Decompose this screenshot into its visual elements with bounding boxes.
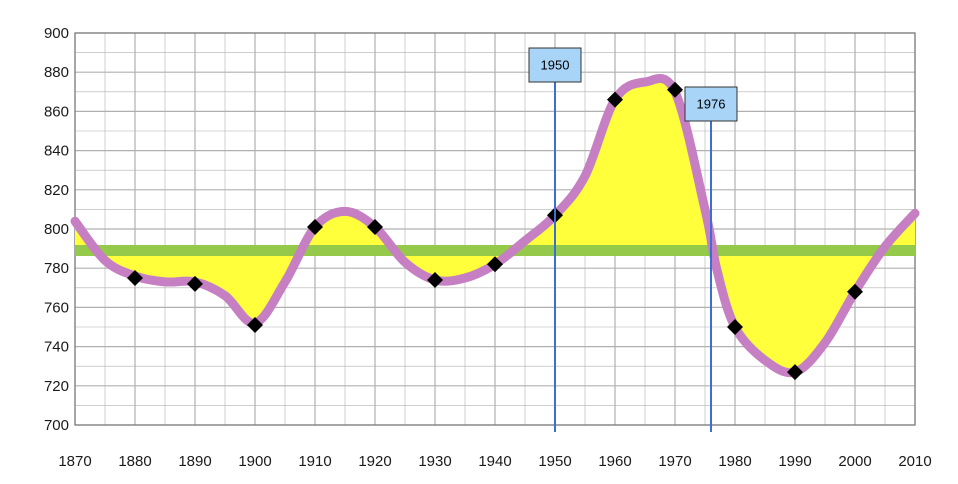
y-tick-label: 880 [44, 64, 69, 81]
x-tick-label: 1930 [418, 453, 451, 470]
y-tick-label: 860 [44, 103, 69, 120]
data-point-1920 [367, 219, 383, 235]
x-tick-label: 1890 [178, 453, 211, 470]
x-tick-label: 1910 [298, 453, 331, 470]
axis-labels: 700 720 740 760 780 800 820 840 860 880 900 1870 188… [44, 25, 932, 470]
x-tick-label: 2010 [898, 453, 931, 470]
x-tick-label: 1900 [238, 453, 271, 470]
y-tick-label: 820 [44, 182, 69, 199]
x-tick-label: 1990 [778, 453, 811, 470]
x-tick-label: 2000 [838, 453, 871, 470]
data-point-1890 [187, 275, 203, 292]
y-tick-label: 800 [44, 221, 69, 238]
data-point-2000 [847, 283, 863, 300]
data-point-1930 [427, 272, 443, 288]
y-tick-label: 740 [44, 339, 69, 356]
data-point-1910 [307, 219, 323, 235]
data-point-1900 [247, 317, 263, 333]
x-tick-label: 1970 [658, 453, 691, 470]
x-tick-label: 1920 [358, 453, 391, 470]
data-point-1880 [127, 270, 143, 286]
y-tick-label: 840 [44, 143, 69, 160]
data-point-1980 [727, 319, 743, 335]
data-point-1940 [487, 256, 503, 273]
y-tick-label: 720 [44, 378, 69, 395]
y-tick-label: 900 [44, 25, 69, 42]
data-point-1990 [787, 364, 803, 381]
data-markers [127, 81, 863, 381]
x-tick-label: 1950 [538, 453, 571, 470]
data-point-1960 [607, 91, 623, 108]
x-tick-label: 1940 [478, 453, 511, 470]
x-tick-label: 1960 [598, 453, 631, 470]
y-tick-label: 780 [44, 260, 69, 277]
series-line-layer [70, 73, 920, 378]
vertical-markers: 1950 1976 [528, 47, 738, 432]
series-line [70, 73, 920, 378]
x-tick-label: 1870 [58, 453, 91, 470]
y-tick-label: 760 [44, 299, 69, 316]
callout-box-1950 [528, 47, 582, 83]
callout-label-1976: 1976 [697, 97, 726, 112]
callout-label-1950: 1950 [541, 58, 570, 73]
y-tick-label: 700 [44, 417, 69, 434]
data-point-1970 [667, 81, 683, 98]
callout-box-1976 [684, 86, 738, 122]
x-tick-label: 1980 [718, 453, 751, 470]
x-tick-label: 1880 [118, 453, 151, 470]
